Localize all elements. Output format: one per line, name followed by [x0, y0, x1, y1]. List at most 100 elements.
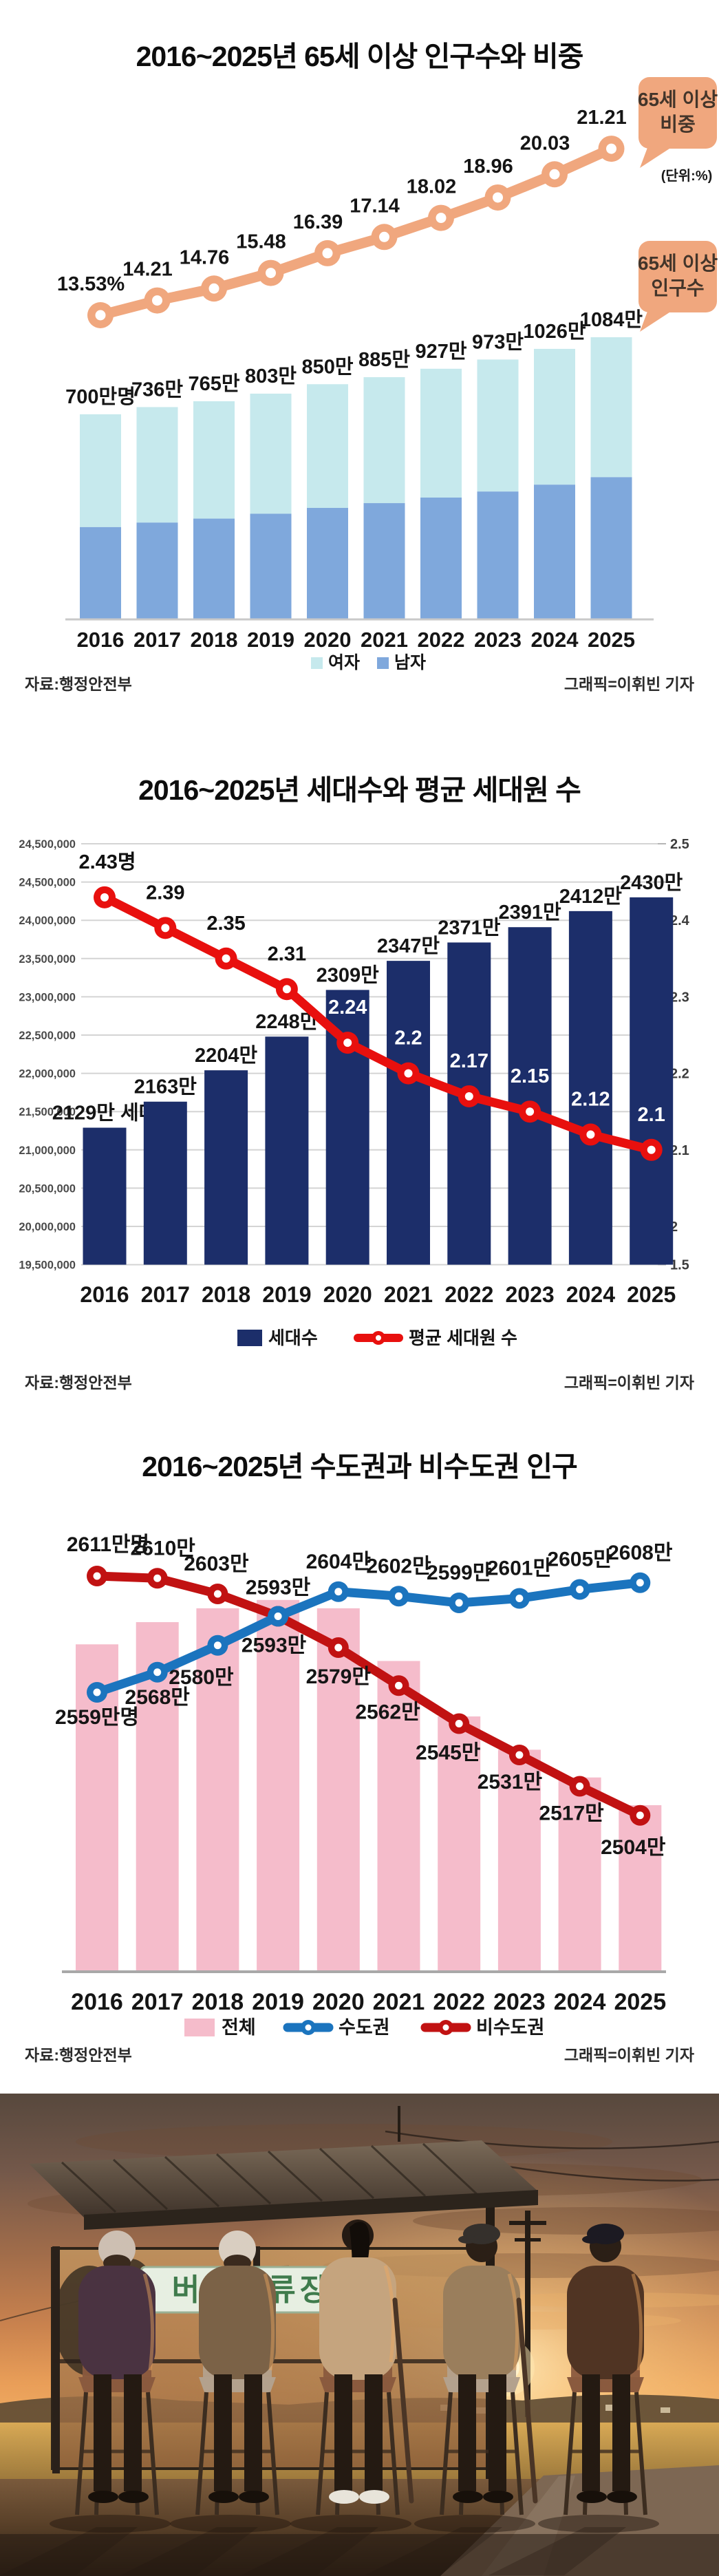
bar-total-population: [558, 1777, 601, 1972]
person-4: [365, 2224, 538, 2575]
legend-label-avg: 평균 세대원 수: [409, 1328, 517, 1348]
bar-female: [420, 368, 462, 498]
x-tick-label: 2024: [566, 1282, 615, 1307]
nonmetro-point-center: [213, 1590, 222, 1598]
bar-female: [193, 401, 235, 519]
bar-value-label: 2129만 세대: [52, 1102, 158, 1125]
shoe: [483, 2491, 513, 2503]
bar-female: [534, 348, 575, 485]
line-value-label: 2.31: [268, 943, 306, 965]
nonmetro-value-label: 2517만: [539, 1802, 604, 1825]
line-value-label: 2.24: [328, 997, 367, 1019]
ratio-value-label: 14.21: [122, 259, 173, 281]
ratio-value-label: 18.96: [463, 156, 513, 178]
line-value-label: 2.35: [206, 913, 245, 935]
chair-leg: [146, 2392, 159, 2515]
ratio-value-label: 14.76: [180, 246, 230, 268]
chair-leg: [266, 2392, 279, 2515]
bubble-ratio: [638, 77, 717, 149]
rim-light: [142, 2273, 155, 2371]
ratio-value-label: 15.48: [236, 231, 286, 253]
nonmetro-value-label: 2531만: [477, 1771, 543, 1793]
person-3: [241, 2220, 414, 2575]
left-axis-tick: 23,000,000: [19, 991, 76, 1003]
photo-section: 버스정류장: [0, 2094, 719, 2576]
legend-swatch-households: [237, 1330, 262, 1346]
bar-households: [630, 897, 674, 1265]
left-axis-tick: 24,000,000: [19, 915, 76, 927]
x-tick-label: 2019: [252, 1989, 304, 2015]
chart1-title: 2016~2025년 65세 이상 인구수와 비중: [136, 41, 584, 72]
bar-value-label: 765만: [188, 372, 239, 395]
ratio-point-center: [95, 310, 106, 321]
antenna: [398, 2106, 400, 2142]
cap-brim: [458, 2235, 477, 2244]
nonmetro-point-center: [455, 1720, 463, 1727]
ratio-value-label: 16.39: [293, 211, 343, 233]
x-tick-label: 2021: [361, 628, 408, 652]
bar-male: [80, 526, 121, 619]
right-axis-tick: 2.1: [670, 1143, 689, 1158]
x-tick-label: 2019: [247, 628, 294, 652]
x-tick-label: 2017: [131, 1989, 184, 2015]
sneaker: [329, 2490, 359, 2504]
bar-female: [363, 377, 405, 504]
nonmetro-point-center: [576, 1782, 584, 1790]
bar-male: [477, 491, 519, 619]
chair-leg: [387, 2392, 400, 2515]
avg-size-point-center: [343, 1039, 352, 1047]
metro-value-label: 2568만: [125, 1686, 191, 1709]
bar-households: [143, 1101, 187, 1265]
bar-total-population: [377, 1661, 420, 1972]
line-value-label: 2.1: [638, 1104, 665, 1126]
chart2-canvas: 24,500,000 24,500,000 24,000,000 23,500,000…: [19, 837, 689, 1348]
bar-total-population: [497, 1749, 541, 1972]
bar-value-label: 973만: [472, 330, 524, 353]
ratio-point-center: [152, 295, 162, 306]
bar-male: [590, 477, 632, 619]
x-tick-label: 2024: [531, 628, 579, 652]
metro-point-center: [153, 1668, 162, 1676]
legend-label-total: 전체: [222, 2017, 256, 2038]
bar-female: [80, 414, 121, 527]
bar-households: [387, 961, 430, 1265]
bar-value-label: 2430만: [620, 871, 683, 894]
source-label: 자료:행정안전부: [25, 1374, 132, 1392]
left-axis-tick: 24,500,000: [19, 838, 76, 851]
metro-point-center: [93, 1688, 101, 1696]
bar-value-label: 2248만: [255, 1010, 319, 1033]
left-axis-tick: 20,000,000: [19, 1221, 76, 1233]
unit-note: (단위:%): [661, 168, 713, 184]
shoe: [239, 2491, 269, 2503]
x-tick-label: 2021: [384, 1282, 433, 1307]
shoe: [208, 2491, 239, 2503]
legend-swatch-total: [184, 2019, 215, 2036]
legend-label-nonmetro: 비수도권: [476, 2017, 544, 2038]
chair-leg: [634, 2392, 647, 2515]
nonmetro-point-center: [636, 1811, 644, 1820]
ratio-point-center: [379, 231, 389, 242]
chart1-footer: 자료:행정안전부 그래픽=이휘빈 기자: [0, 671, 719, 694]
chair-leg: [440, 2392, 453, 2515]
nonmetro-point-center: [395, 1681, 403, 1690]
bar-female: [250, 393, 292, 514]
metro-point-center: [455, 1599, 463, 1607]
nonmetro-point-center: [93, 1572, 101, 1580]
nonmetro-value-label: 2579만: [306, 1665, 372, 1688]
bar-value-label: 885만: [358, 348, 410, 371]
left-axis-tick: 21,000,000: [19, 1145, 76, 1157]
x-tick-label: 2016: [80, 1282, 129, 1307]
person-2: [120, 2231, 291, 2575]
chart3-title: 2016~2025년 수도권과 비수도권 인구: [142, 1451, 577, 1482]
shoe: [118, 2491, 149, 2503]
nonmetro-value-label: 2504만: [601, 1836, 666, 1859]
bar-households: [508, 927, 552, 1265]
ratio-point-center: [208, 283, 219, 294]
x-tick-label: 2023: [506, 1282, 555, 1307]
x-tick-label: 2017: [133, 628, 181, 652]
x-tick-label: 2020: [312, 1989, 365, 2015]
right-axis-tick: 2: [670, 1220, 678, 1235]
line-value-label: 2.15: [511, 1065, 549, 1087]
metro-value-label: 2580만: [169, 1666, 234, 1689]
metro-value-label: 2599만: [427, 1562, 492, 1584]
